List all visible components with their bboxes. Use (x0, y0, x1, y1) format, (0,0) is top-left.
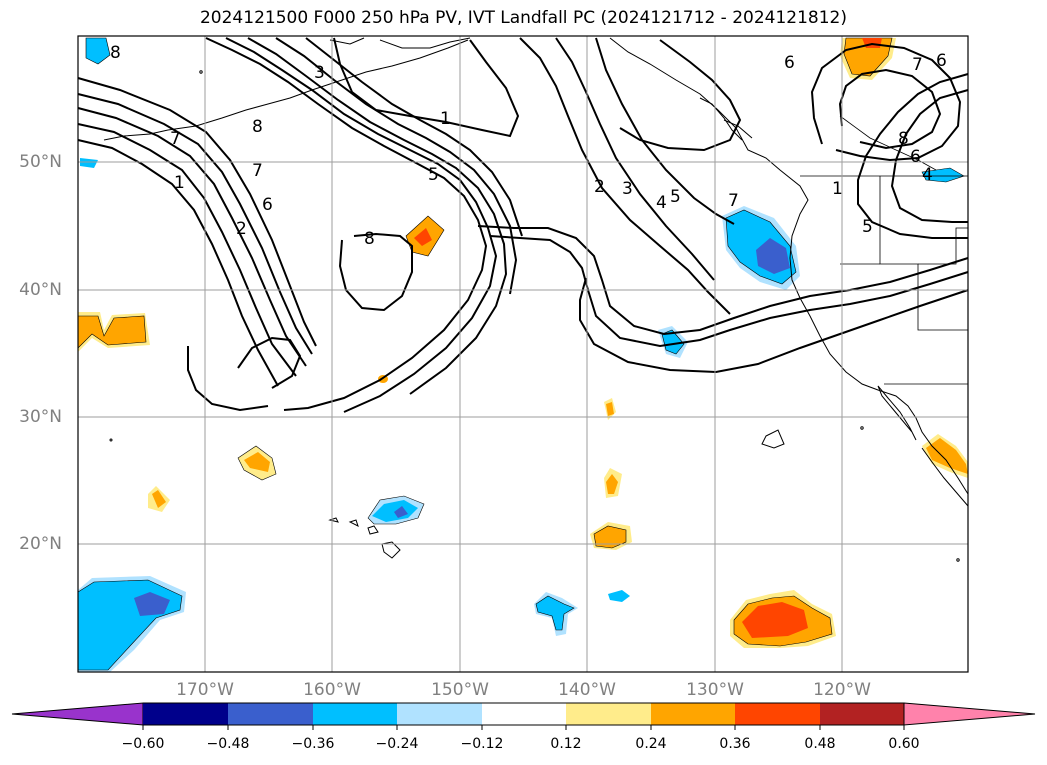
contour-label: 1 (174, 173, 185, 193)
contour-label: 6 (910, 147, 921, 167)
pv-contours (77, 37, 969, 413)
colorbar (11, 702, 1036, 730)
map-title: 2024121500 F000 250 hPa PV, IVT Landfall… (199, 8, 847, 28)
contour-label: 8 (252, 117, 263, 137)
contour-label: 7 (912, 55, 923, 75)
colorbar-tick-label: 0.24 (635, 736, 667, 752)
lat-label: 40°N (19, 280, 62, 300)
contour-label: 8 (110, 43, 121, 63)
coastlines (103, 37, 969, 562)
map-frame (77, 35, 969, 673)
contour-label: 6 (784, 53, 795, 73)
contour-label: 2 (236, 219, 247, 239)
gridlines (78, 36, 968, 672)
contour-label: 5 (670, 187, 681, 207)
colorbar-tick-label: 0.60 (888, 736, 920, 752)
contour-label: 6 (262, 195, 273, 215)
contour-label: 8 (898, 129, 909, 149)
contour-label: 4 (922, 165, 933, 185)
contour-label-group: 8 8 7 7 1 6 2 3 1 5 8 2 3 4 5 7 6 7 6 8 … (110, 43, 947, 249)
colorbar-tick-label: −0.48 (206, 736, 250, 752)
contour-label: 3 (622, 179, 633, 199)
colorbar-tick-label: 0.36 (719, 736, 751, 752)
lat-label: 20°N (19, 534, 62, 554)
colorbar-tick-label: −0.24 (375, 736, 419, 752)
contour-label: 5 (428, 165, 439, 185)
lat-label: 50°N (19, 152, 62, 172)
colorbar-tick-label: −0.36 (291, 736, 335, 752)
contour-label: 3 (314, 63, 325, 83)
contour-label: 7 (252, 161, 263, 181)
lon-label: 120°W (813, 680, 871, 700)
lon-label: 150°W (431, 680, 489, 700)
lon-label: 170°W (176, 680, 234, 700)
contour-label: 7 (728, 191, 739, 211)
contour-label: 1 (832, 179, 843, 199)
colorbar-tick-label: −0.60 (121, 736, 165, 752)
contour-label: 5 (862, 217, 873, 237)
colorbar-tick-label: −0.12 (460, 736, 504, 752)
pc-shading (77, 37, 968, 672)
contour-label: 4 (656, 193, 667, 213)
contour-label: 6 (936, 51, 947, 71)
boundaries (800, 115, 968, 385)
contour-label: 8 (364, 229, 375, 249)
colorbar-tick-label: 0.48 (804, 736, 836, 752)
lon-label: 160°W (303, 680, 361, 700)
colorbar-tick-label: 0.12 (550, 736, 582, 752)
lon-label: 130°W (686, 680, 744, 700)
contour-label: 1 (440, 109, 451, 129)
contour-label: 2 (594, 177, 605, 197)
lon-label: 140°W (558, 680, 616, 700)
contour-label: 7 (170, 129, 181, 149)
lat-label: 30°N (19, 407, 62, 427)
